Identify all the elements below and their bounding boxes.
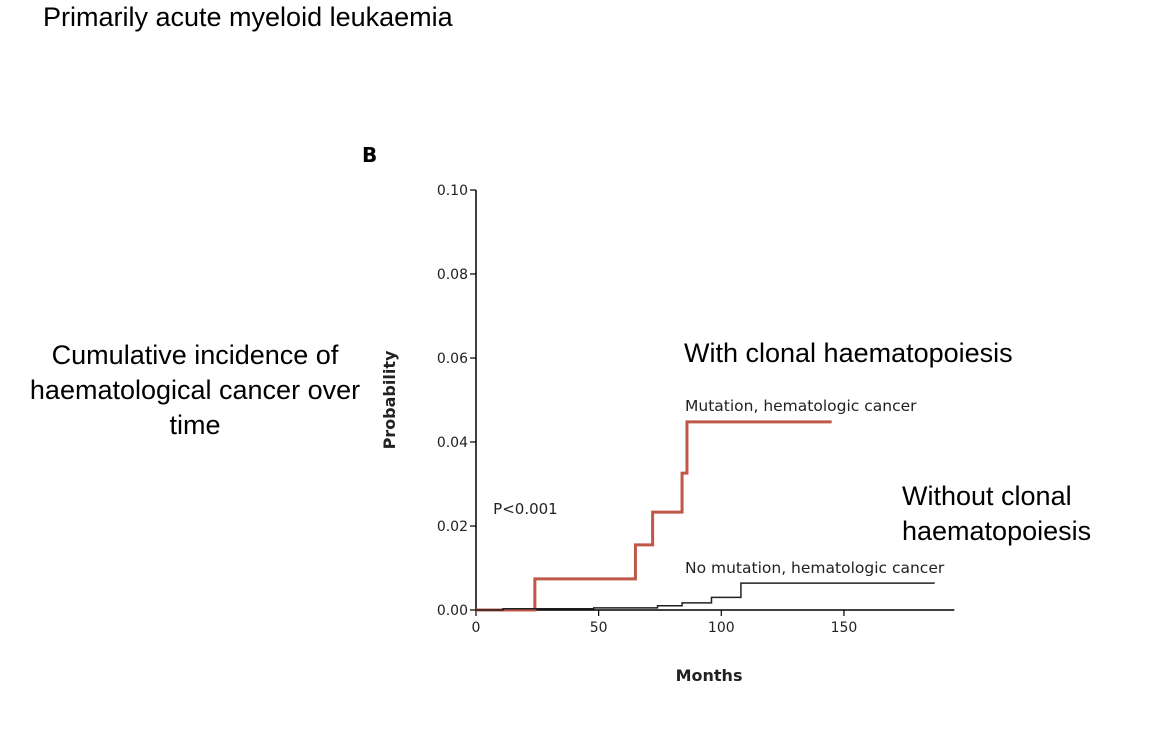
x-tick-label: 100 bbox=[708, 620, 735, 636]
y-axis-label: Probability bbox=[380, 350, 399, 449]
y-tick-label: 0.10 bbox=[437, 183, 468, 199]
series-label-no-mutation: No mutation, hematologic cancer bbox=[685, 559, 945, 577]
x-tick-label: 150 bbox=[831, 620, 858, 636]
y-tick-label: 0.02 bbox=[437, 519, 468, 535]
x-axis-label: Months bbox=[676, 666, 743, 685]
y-tick-label: 0.06 bbox=[437, 351, 468, 367]
annotation-cumulative-incidence: Cumulative incidence of haematological c… bbox=[29, 340, 361, 441]
y-tick-label: 0.04 bbox=[437, 435, 468, 451]
y-tick-label: 0.08 bbox=[437, 267, 468, 283]
series-label-mutation: Mutation, hematologic cancer bbox=[685, 397, 917, 415]
annotation-with-ch: With clonal haematopoiesis bbox=[684, 338, 1013, 368]
slide-title: Primarily acute myeloid leukaemia bbox=[43, 2, 453, 32]
x-tick-label: 50 bbox=[590, 620, 608, 636]
p-value-label: P<0.001 bbox=[493, 500, 558, 518]
series-line-no-mutation bbox=[476, 582, 935, 611]
x-tick-label: 0 bbox=[472, 620, 481, 636]
y-tick-label: 0.00 bbox=[437, 603, 468, 619]
series-line-mutation bbox=[476, 420, 832, 612]
annotation-without-ch: Without clonal haematopoiesis bbox=[902, 481, 1092, 547]
panel-label: B bbox=[362, 143, 378, 167]
